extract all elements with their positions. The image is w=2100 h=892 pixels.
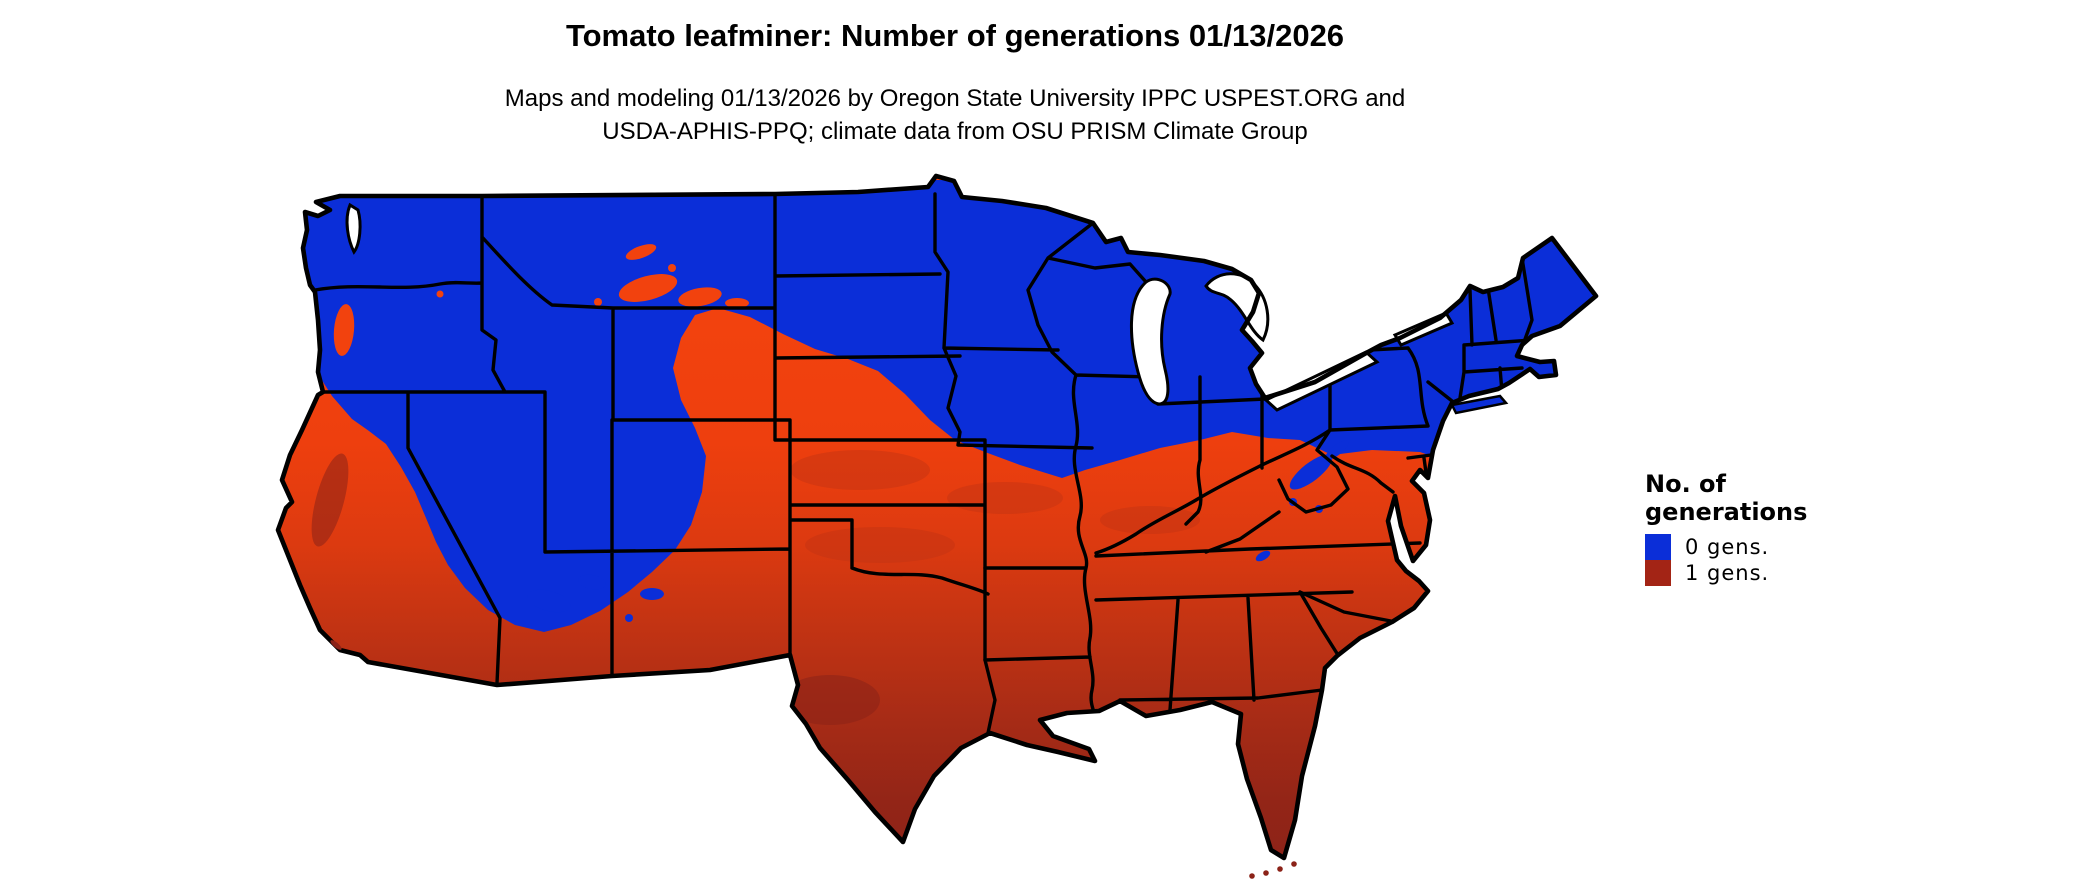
legend-rows: 0 gens. 1 gens. (1645, 534, 1807, 586)
puget-sound (345, 202, 362, 255)
long-island (1450, 394, 1509, 415)
legend-title: No. of generations (1645, 470, 1808, 526)
legend-label-0-gens: 0 gens. (1685, 535, 1770, 559)
warm-pockets-in-north (333, 244, 749, 356)
attribution-line-2: USDA-APHIS-PPQ; climate data from OSU PR… (602, 118, 1308, 145)
map-fill-layers (278, 176, 1596, 858)
map-legend: No. of generations 0 gens. 1 gens. (1645, 470, 1807, 586)
lake-erie (1263, 350, 1380, 412)
state-borders (313, 192, 1534, 735)
channel-islands (330, 640, 342, 650)
legend-swatch-0-gens (1645, 534, 1671, 560)
florida-keys (1249, 861, 1297, 879)
terrain-mottling (311, 450, 1200, 725)
attribution-subtitle: Maps and modeling 01/13/2026 by Oregon S… (505, 82, 1405, 148)
attribution-line-1: Maps and modeling 01/13/2026 by Oregon S… (504, 85, 1406, 112)
legend-row-1-gens: 1 gens. (1645, 560, 1807, 586)
legend-swatch-1-gens (1645, 560, 1671, 586)
legend-label-1-gens: 1 gens. (1685, 561, 1770, 585)
lake-michigan (1129, 277, 1172, 406)
legend-row-0-gens: 0 gens. (1645, 534, 1807, 560)
page-title: Tomato leafminer: Number of generations … (565, 18, 1345, 53)
